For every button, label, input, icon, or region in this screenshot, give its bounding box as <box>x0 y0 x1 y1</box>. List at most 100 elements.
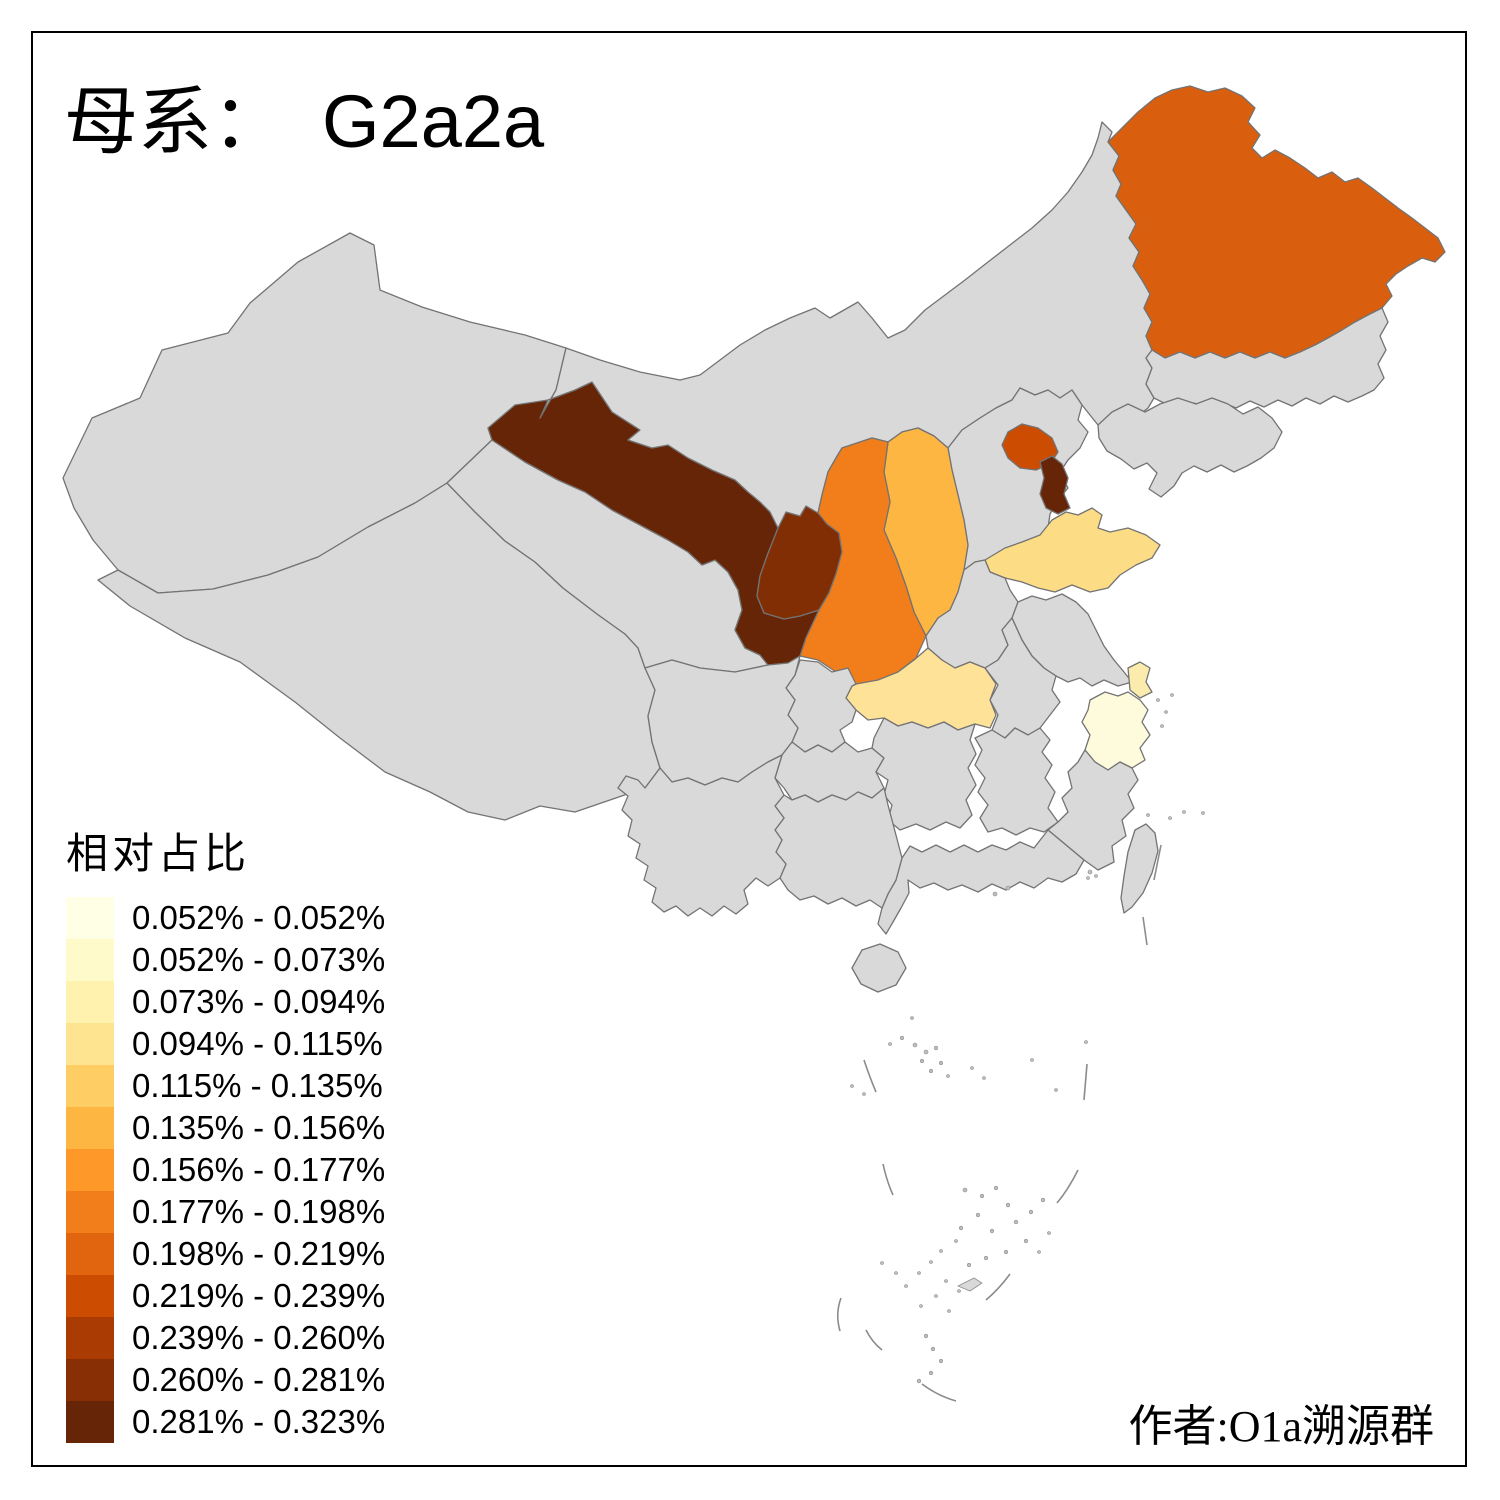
sea-dash-line-0 <box>863 1059 877 1093</box>
legend-row-10: 0.239% - 0.260% <box>66 1317 385 1359</box>
small-island-dot <box>888 1042 892 1046</box>
small-island-dot <box>962 1187 968 1193</box>
small-island-dot <box>989 1228 995 1234</box>
legend-row-2: 0.073% - 0.094% <box>66 981 385 1023</box>
legend-swatch <box>66 1401 114 1443</box>
small-island-dot <box>1146 813 1150 817</box>
legend-label: 0.219% - 0.239% <box>132 1277 386 1314</box>
small-island-dot <box>946 1074 950 1078</box>
small-island-dot <box>1164 710 1168 714</box>
small-island-dot <box>919 1304 923 1308</box>
small-island-dot <box>970 1066 974 1070</box>
small-island-dot <box>1156 698 1160 702</box>
small-island-dot <box>934 1294 938 1298</box>
legend-row-4: 0.115% - 0.135% <box>66 1065 385 1107</box>
small-island-dot <box>850 1084 854 1088</box>
title-prefix: 母系： <box>64 82 286 164</box>
legend-swatch <box>66 1317 114 1359</box>
small-island-dot <box>982 1076 986 1080</box>
legend-swatch <box>66 939 114 981</box>
legend-label: 0.239% - 0.260% <box>132 1319 386 1356</box>
legend-row-1: 0.052% - 0.073% <box>66 939 385 981</box>
small-island-dot <box>1182 810 1186 814</box>
small-island-dot <box>944 1279 948 1283</box>
legend-swatch <box>66 1065 114 1107</box>
sea-dash-line-8 <box>1142 916 1148 946</box>
province-shapes <box>62 85 1446 993</box>
small-island-dot <box>929 1260 933 1264</box>
province-shandong <box>984 507 1161 593</box>
sea-dash-line-7 <box>1153 844 1162 881</box>
province-jiangxi <box>974 727 1059 836</box>
small-island-dot <box>923 1049 929 1055</box>
sea-dash-line-5 <box>921 1383 957 1402</box>
legend-row-9: 0.219% - 0.239% <box>66 1275 385 1317</box>
legend-row-6: 0.156% - 0.177% <box>66 1149 385 1191</box>
attribution-text: 作者:O1a溯源群 <box>1128 1402 1434 1451</box>
province-hunan <box>871 717 977 831</box>
small-island-dot <box>947 1309 951 1313</box>
small-island-dot <box>1086 876 1090 880</box>
legend-label: 0.156% - 0.177% <box>132 1151 386 1188</box>
legend-swatch <box>66 1107 114 1149</box>
small-island-dot <box>1005 1202 1011 1208</box>
small-island-dot <box>957 1289 961 1293</box>
small-island-dot <box>923 1333 929 1339</box>
province-taiwan <box>1120 823 1159 914</box>
legend-swatch <box>66 1233 114 1275</box>
legend-label: 0.135% - 0.156% <box>132 1109 386 1146</box>
small-island-dot <box>975 1212 981 1218</box>
small-island-dot <box>1160 724 1164 728</box>
sea-dash-line-1 <box>882 1163 894 1196</box>
small-island-dot <box>954 1239 958 1243</box>
legend-swatch <box>66 981 114 1023</box>
legend-label: 0.073% - 0.094% <box>132 983 386 1020</box>
small-island-dot <box>966 1262 972 1268</box>
small-island-dot <box>1094 874 1098 878</box>
small-island-dot <box>917 1271 921 1275</box>
small-island-dot <box>933 1045 939 1051</box>
small-island-dot <box>1170 693 1174 697</box>
sea-dash-line-9 <box>865 1329 883 1351</box>
small-island-dot <box>1047 1231 1051 1235</box>
province-hainan <box>851 943 907 993</box>
small-island-dot <box>1030 1058 1034 1062</box>
small-island-dot <box>919 1058 925 1064</box>
province-chongqing <box>785 659 857 753</box>
small-island-dot <box>938 1358 944 1364</box>
small-island-dot <box>862 1092 866 1096</box>
small-island-dot <box>1037 1250 1041 1254</box>
small-island-dot <box>1087 869 1093 875</box>
small-island-dot <box>979 1193 985 1199</box>
legend-label: 0.198% - 0.219% <box>132 1235 386 1272</box>
small-island-dot <box>958 1225 964 1231</box>
small-island-dot <box>1028 1209 1034 1215</box>
small-island-dot <box>904 1284 908 1288</box>
small-island-dot <box>1054 1088 1058 1092</box>
legend-row-3: 0.094% - 0.115% <box>66 1023 385 1065</box>
small-island-dot <box>880 1261 884 1265</box>
legend-swatch <box>66 1023 114 1065</box>
legend-swatch <box>66 1275 114 1317</box>
legend-label: 0.281% - 0.323% <box>132 1403 386 1440</box>
map-title: 母系： G2a2a <box>64 62 544 169</box>
province-liaoning <box>1097 397 1283 498</box>
small-island-dot <box>1005 885 1011 891</box>
legend-row-8: 0.198% - 0.219% <box>66 1233 385 1275</box>
small-island-dot <box>993 1185 999 1191</box>
small-island-dot <box>1013 1219 1019 1225</box>
legend-label: 0.260% - 0.281% <box>132 1361 386 1398</box>
small-island-dot <box>983 1255 989 1261</box>
legend-label: 0.052% - 0.052% <box>132 899 386 936</box>
small-island-dot <box>1040 1197 1046 1203</box>
province-hubei <box>845 647 997 731</box>
small-island-dot <box>1168 816 1172 820</box>
province-heilongjiang <box>1107 85 1446 359</box>
legend-title: 相对占比 <box>66 832 251 878</box>
legend-label: 0.094% - 0.115% <box>132 1025 383 1062</box>
small-island-dot <box>1201 811 1205 815</box>
legend-label: 0.052% - 0.073% <box>132 941 386 978</box>
small-island-dot <box>928 1068 934 1074</box>
province-fujian <box>1047 749 1139 871</box>
